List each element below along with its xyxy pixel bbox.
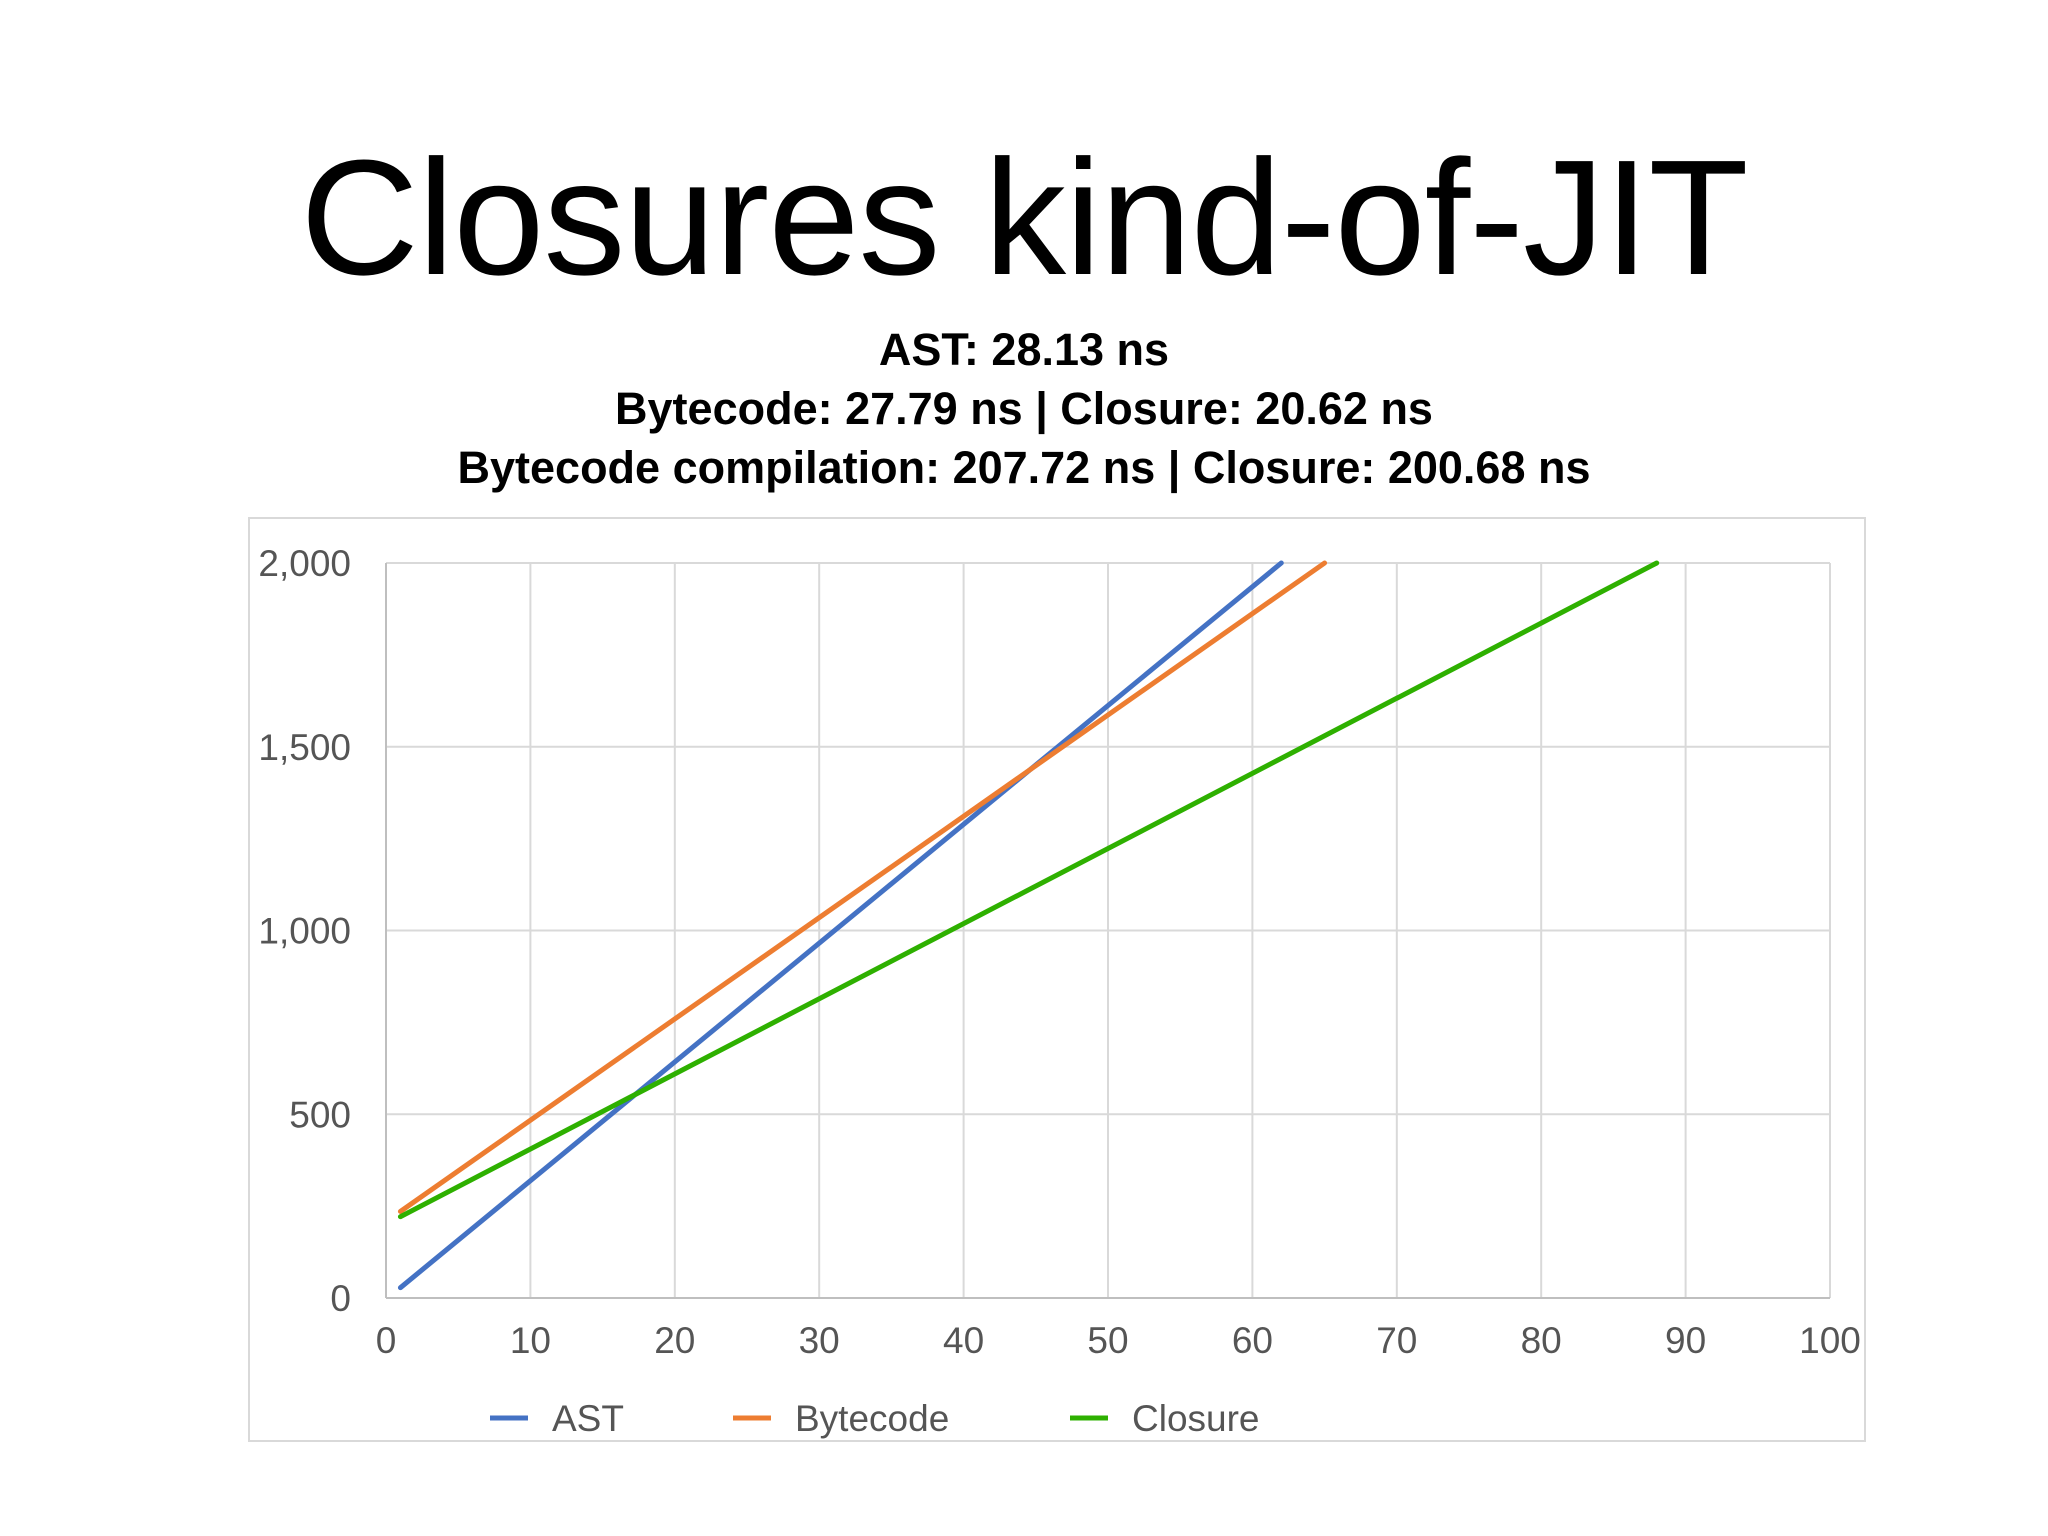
chart-legend: AST Bytecode Closure (490, 1398, 1260, 1439)
legend-label-ast: AST (552, 1398, 624, 1439)
benchmark-summary: AST: 28.13 ns Bytecode: 27.79 ns | Closu… (0, 320, 2048, 497)
chart-frame (248, 517, 1866, 1442)
x-tick-label: 90 (1665, 1320, 1706, 1361)
y-tick-label: 0 (330, 1278, 351, 1319)
chart-axes (385, 563, 1830, 1299)
x-tick-label: 70 (1376, 1320, 1417, 1361)
chart-gridlines (386, 562, 1831, 1298)
y-axis-ticks: 0 500 1,000 1,500 2,000 (258, 543, 351, 1319)
series-line-bytecode (397, 560, 1328, 1214)
x-tick-label: 100 (1799, 1320, 1861, 1361)
x-tick-label: 50 (1087, 1320, 1128, 1361)
x-tick-label: 60 (1232, 1320, 1273, 1361)
summary-line-ast: AST: 28.13 ns (878, 324, 1170, 375)
series-line-closure (397, 560, 1660, 1220)
y-tick-label: 1,500 (258, 727, 351, 768)
x-tick-label: 40 (943, 1320, 984, 1361)
y-tick-label: 1,000 (258, 911, 351, 952)
x-tick-label: 20 (654, 1320, 695, 1361)
chart-series (397, 560, 1660, 1291)
summary-line-compilation: Bytecode compilation: 207.72 ns | Closur… (457, 442, 1591, 493)
slide-title: Closures kind-of-JIT (300, 126, 1748, 309)
legend-label-closure: Closure (1132, 1398, 1260, 1439)
x-tick-label: 30 (799, 1320, 840, 1361)
legend-label-bytecode: Bytecode (795, 1398, 949, 1439)
y-tick-label: 500 (289, 1094, 351, 1135)
series-line-ast (397, 560, 1284, 1291)
x-tick-label: 80 (1521, 1320, 1562, 1361)
y-tick-label: 2,000 (258, 543, 351, 584)
x-tick-label: 0 (376, 1320, 397, 1361)
summary-line-runtime: Bytecode: 27.79 ns | Closure: 20.62 ns (615, 383, 1433, 434)
x-axis-ticks: 0 10 20 30 40 50 60 70 80 90 100 (376, 1320, 1861, 1361)
x-tick-label: 10 (510, 1320, 551, 1361)
